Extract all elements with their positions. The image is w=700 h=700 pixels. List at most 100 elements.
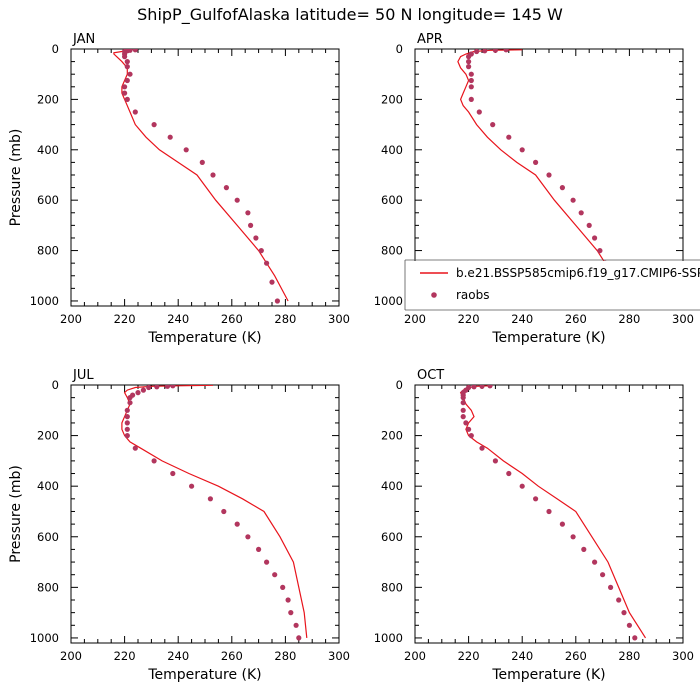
panels: 200 220 240 260 280 300 0 200 400 600 800 1000 JAN Te…	[8, 32, 694, 683]
legend-background	[406, 261, 700, 309]
raobs-point	[210, 172, 216, 178]
x-tick-label: 220	[458, 649, 480, 663]
raobs-point	[616, 597, 622, 603]
raobs-point	[124, 407, 130, 413]
raobs-point	[492, 458, 498, 464]
raobs-point	[132, 49, 138, 53]
x-tick-label: 280	[618, 649, 640, 663]
raobs-point	[124, 64, 130, 70]
raobs-point	[124, 96, 130, 102]
raobs-point	[559, 521, 566, 527]
x-tick-label: 240	[167, 312, 189, 326]
raobs-point	[285, 597, 291, 603]
raobs-point	[183, 147, 189, 153]
raobs-point	[626, 622, 633, 628]
raobs-point	[269, 279, 275, 285]
plot-data	[113, 49, 289, 304]
raobs-point	[127, 71, 133, 77]
raobs-point	[135, 390, 141, 396]
x-axis-label: Temperature (K)	[491, 667, 605, 683]
x-tick-label: 260	[221, 649, 243, 663]
raobs-point	[124, 433, 130, 439]
y-tick-label: 800	[381, 580, 403, 594]
raobs-point	[463, 420, 469, 426]
y-axis-label: Pressure (mb)	[8, 129, 24, 227]
raobs-point	[586, 222, 592, 228]
raobs-point	[597, 248, 603, 254]
x-tick-label: 280	[274, 312, 296, 326]
raobs-point	[519, 483, 525, 489]
raobs-point	[466, 59, 472, 65]
raobs-point	[151, 458, 157, 464]
raobs-point	[506, 134, 512, 140]
raobs-point	[621, 610, 627, 616]
x-tick-label: 240	[511, 312, 533, 326]
y-tick-label: 800	[381, 244, 403, 258]
raobs-point	[256, 546, 262, 553]
raobs-point	[170, 470, 176, 477]
x-tick-label: 200	[60, 312, 82, 326]
x-axis-label: Temperature (K)	[147, 667, 261, 683]
y-tick-label: 0	[52, 378, 59, 392]
raobs-point	[223, 185, 229, 191]
raobs-point	[468, 84, 474, 90]
x-tick-label: 300	[672, 312, 694, 326]
raobs-point	[479, 385, 485, 389]
x-tick-label: 220	[458, 312, 480, 326]
x-axis-label: Temperature (K)	[491, 330, 605, 346]
x-tick-label: 220	[114, 312, 136, 326]
y-tick-label: 1000	[30, 631, 59, 645]
raobs-point	[280, 584, 286, 591]
panel-jul: 200 220 240 260 280 300 0 200 400 600 800 1000 JUL Te…	[8, 368, 350, 683]
y-tick-label: 0	[52, 42, 59, 56]
raobs-point	[296, 635, 302, 641]
raobs-point	[559, 185, 566, 191]
raobs-point	[151, 122, 157, 128]
x-tick-label: 200	[404, 649, 426, 663]
raobs-point	[632, 635, 638, 641]
raobs-point	[253, 235, 259, 241]
raobs-point	[578, 210, 584, 216]
x-tick-label: 240	[167, 649, 189, 663]
raobs-point	[154, 385, 160, 390]
raobs-point	[460, 395, 466, 401]
x-tick-label: 260	[565, 649, 587, 663]
raobs-point	[533, 496, 539, 502]
raobs-point	[519, 147, 525, 153]
raobs-point	[460, 414, 466, 420]
raobs-point	[234, 197, 240, 203]
plot-data	[459, 385, 647, 641]
x-tick-label: 200	[404, 312, 426, 326]
raobs-point	[272, 572, 278, 578]
x-tick-label: 300	[328, 649, 350, 663]
raobs-point	[207, 496, 213, 502]
raobs-point	[124, 420, 130, 426]
raobs-point	[466, 54, 472, 60]
raobs-point	[221, 508, 227, 515]
raobs-point	[468, 433, 474, 439]
raobs-point	[460, 400, 466, 406]
legend-label-model: b.e21.BSSP585cmip6.f19_g17.CMIP6-SSP5-8.…	[456, 266, 700, 280]
y-tick-label: 1000	[30, 294, 59, 308]
raobs-point	[146, 385, 152, 391]
raobs-point	[124, 77, 130, 84]
legend: b.e21.BSSP585cmip6.f19_g17.CMIP6-SSP5-8.…	[404, 259, 700, 311]
raobs-point	[234, 521, 240, 527]
x-axis-label: Temperature (K)	[147, 330, 261, 346]
x-tick-label: 260	[565, 312, 587, 326]
raobs-point	[124, 59, 130, 65]
raobs-point	[468, 71, 474, 77]
raobs-point	[170, 385, 176, 389]
raobs-point	[479, 445, 485, 451]
raobs-point	[570, 197, 576, 203]
raobs-point	[122, 84, 128, 90]
y-tick-label: 400	[381, 479, 403, 493]
y-tick-label: 200	[37, 92, 59, 106]
model-profile-line	[113, 49, 289, 302]
y-tick-label: 1000	[374, 631, 403, 645]
raobs-point	[581, 546, 587, 553]
y-tick-label: 600	[381, 193, 403, 207]
raobs-point	[487, 385, 493, 389]
y-tick-label: 800	[37, 580, 59, 594]
